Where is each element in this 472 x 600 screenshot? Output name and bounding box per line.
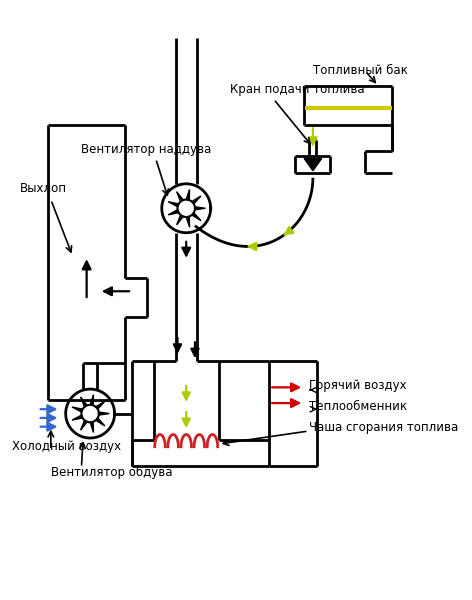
- Polygon shape: [192, 196, 201, 204]
- Polygon shape: [99, 412, 110, 415]
- Text: Холодный воздух: Холодный воздух: [11, 440, 121, 453]
- Polygon shape: [195, 207, 205, 210]
- Polygon shape: [81, 420, 87, 430]
- Text: Вентилятор наддува: Вентилятор наддува: [81, 143, 211, 156]
- Text: Теплообменник: Теплообменник: [309, 400, 407, 413]
- Polygon shape: [168, 210, 179, 215]
- Polygon shape: [168, 202, 179, 207]
- Polygon shape: [186, 217, 190, 227]
- Polygon shape: [72, 407, 83, 412]
- Polygon shape: [192, 212, 201, 221]
- Text: Вентилятор обдува: Вентилятор обдува: [51, 466, 172, 479]
- Polygon shape: [186, 190, 190, 200]
- Polygon shape: [96, 418, 105, 426]
- Text: Чаша сгорания топлива: Чаша сгорания топлива: [309, 421, 458, 434]
- Text: Кран подачи топлива: Кран подачи топлива: [230, 83, 364, 97]
- Polygon shape: [90, 395, 93, 406]
- Polygon shape: [177, 191, 183, 202]
- Text: Выхлоп: Выхлоп: [20, 182, 67, 195]
- Text: Топливный бак: Топливный бак: [313, 64, 408, 77]
- Polygon shape: [72, 415, 83, 420]
- Polygon shape: [177, 215, 183, 225]
- Polygon shape: [96, 401, 105, 409]
- Polygon shape: [90, 422, 93, 433]
- Polygon shape: [304, 158, 321, 171]
- Text: Горячий воздух: Горячий воздух: [309, 379, 406, 392]
- Polygon shape: [81, 397, 87, 407]
